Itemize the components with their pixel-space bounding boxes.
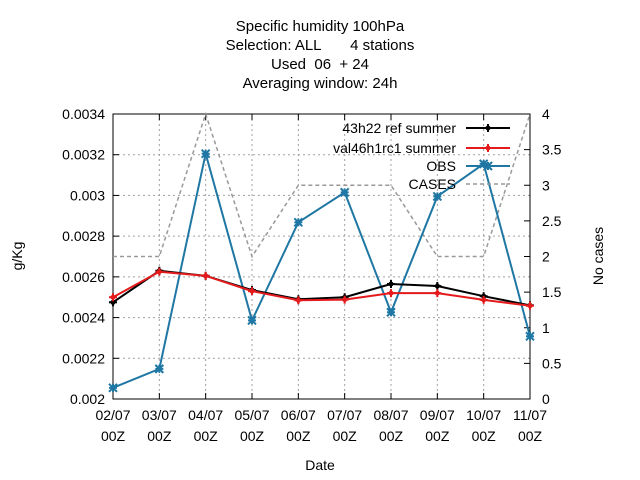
legend-label: OBS [426, 158, 456, 174]
legend-label: CASES [409, 176, 456, 192]
title-line-4: Averaging window: 24h [242, 75, 398, 92]
x-tick-label: 11/07 00Z [513, 407, 547, 444]
data-point [247, 315, 257, 326]
y2-tick-label: 2 [542, 249, 550, 265]
x-tick-label: 08/07 00Z [373, 407, 408, 444]
x-tick-label: 10/07 00Z [466, 407, 501, 444]
data-point [108, 383, 118, 393]
data-point [293, 217, 304, 228]
y2-tick-label: 0 [542, 391, 550, 407]
legend-entry: CASES [409, 176, 510, 192]
x-tick-label: 06/07 00Z [281, 407, 316, 444]
y2-tick-label: 1.5 [542, 284, 562, 300]
series-line [113, 111, 531, 259]
series-val46h1rc1-summer [109, 267, 534, 310]
series-cases [113, 111, 531, 259]
data-point [479, 295, 488, 304]
x-tick-label: 07/07 00Z [327, 407, 362, 444]
data-point [387, 279, 395, 288]
y-tick-label: 0.0024 [62, 310, 105, 326]
data-point [201, 271, 210, 280]
x-tick-label: 03/07 00Z [142, 407, 177, 444]
y-axis-label: g/Kg [9, 242, 25, 271]
title-line-2: Selection: ALL 4 stations [225, 37, 415, 54]
y2-tick-label: 0.5 [542, 355, 562, 371]
data-point [387, 289, 395, 298]
data-point [526, 301, 534, 310]
legend-entry: OBS [426, 158, 510, 174]
legend-label: val46h1rc1 summer [333, 140, 456, 156]
y2-axis-label: No cases [590, 227, 606, 285]
y-tick-label: 0.0034 [62, 106, 105, 122]
data-point [339, 187, 350, 198]
series [108, 111, 535, 393]
legend-entry: 43h22 ref summer [342, 120, 510, 136]
y2-tick-label: 3.5 [542, 142, 562, 158]
legend-label: 43h22 ref summer [342, 120, 456, 136]
y2-tick-label: 1 [542, 320, 550, 336]
axes: 0.002 0.0022 0.0024 0.0026 0.0028 0.003 0.0032… [62, 106, 562, 444]
x-tick-label: 02/07 00Z [95, 407, 130, 444]
data-point [109, 293, 117, 302]
data-point [154, 364, 165, 374]
data-point [484, 144, 492, 152]
x-tick-label: 09/07 00Z [420, 407, 455, 444]
data-point [386, 307, 396, 317]
series-line [112, 270, 531, 307]
data-point [484, 124, 492, 132]
data-point [340, 295, 349, 304]
y-tick-label: 0.0026 [62, 269, 105, 285]
data-point [294, 296, 303, 305]
y-tick-label: 0.003 [70, 187, 105, 203]
data-point [433, 282, 442, 291]
data-point [483, 161, 493, 171]
title-line-3: Used 06 + 24 [271, 56, 369, 73]
data-point [525, 331, 535, 342]
data-point [433, 289, 442, 298]
x-axis-label: Date [305, 457, 335, 473]
y-tick-label: 0.0028 [62, 228, 105, 244]
x-tick-label: 04/07 00Z [188, 407, 223, 444]
series-obs [108, 148, 535, 393]
data-point [432, 191, 443, 202]
series-line [112, 153, 531, 389]
data-point [248, 287, 256, 296]
y2-tick-label: 3 [542, 177, 550, 193]
y2-tick-label: 2.5 [542, 213, 562, 229]
y2-tick-label: 4 [542, 106, 550, 122]
data-point [200, 148, 211, 159]
legend: 43h22 ref summer val46h1rc1 summer OBS CASE… [333, 120, 510, 192]
data-point [155, 267, 164, 276]
x-tick-label: 05/07 00Z [234, 407, 269, 444]
y-tick-label: 0.0022 [62, 350, 105, 366]
y-tick-label: 0.002 [70, 391, 105, 407]
legend-entry: val46h1rc1 summer [333, 140, 510, 156]
y-tick-label: 0.0032 [62, 147, 105, 163]
title-line-1: Specific humidity 100hPa [235, 18, 405, 35]
